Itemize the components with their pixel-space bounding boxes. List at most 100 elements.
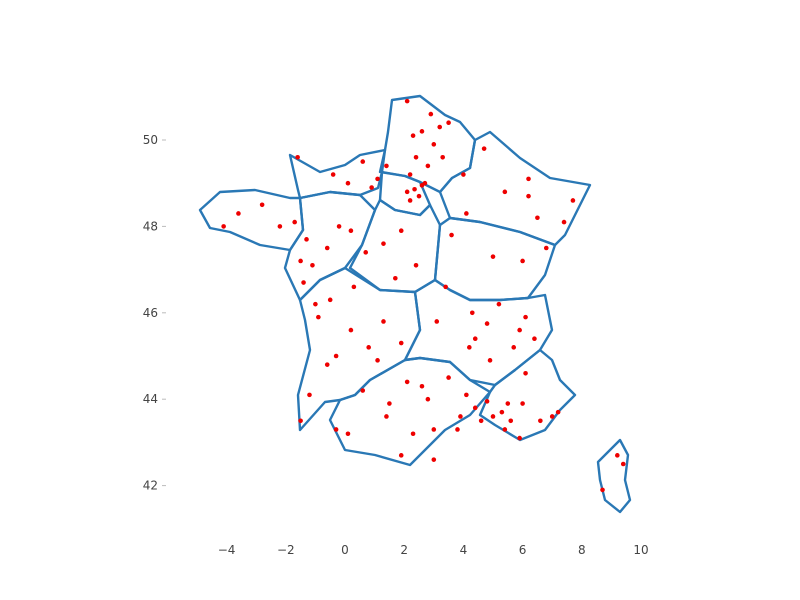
y-tick-label: 48 <box>143 219 158 233</box>
x-tick-label: 6 <box>519 543 527 557</box>
data-point <box>404 379 410 385</box>
data-point <box>620 461 626 467</box>
region-bretagne <box>198 188 305 252</box>
data-point <box>487 358 493 363</box>
data-point <box>259 202 265 208</box>
data-point <box>535 215 540 221</box>
data-point <box>520 401 525 406</box>
data-point <box>458 414 463 419</box>
data-point <box>431 427 437 432</box>
data-point <box>398 228 404 234</box>
data-point <box>345 180 351 186</box>
data-point <box>532 336 537 342</box>
data-point <box>304 237 309 242</box>
data-point <box>398 453 404 458</box>
x-tick-label: 8 <box>578 543 586 557</box>
data-point <box>484 399 490 404</box>
x-tick-label: −2 <box>277 543 295 557</box>
data-point <box>431 142 437 147</box>
data-points <box>221 98 626 493</box>
data-point <box>549 414 555 419</box>
data-point <box>413 262 419 268</box>
data-point <box>431 457 437 462</box>
data-point <box>369 185 374 190</box>
data-point <box>425 396 431 402</box>
data-point <box>570 198 576 203</box>
data-point <box>472 405 478 411</box>
data-point <box>467 345 472 350</box>
region-boundaries <box>198 94 632 514</box>
data-point <box>502 189 508 195</box>
data-point <box>469 310 475 316</box>
data-point <box>419 183 425 188</box>
region-occitanie <box>328 356 492 467</box>
region-normandie <box>288 148 387 200</box>
y-tick-label: 42 <box>143 479 158 493</box>
data-point <box>393 275 398 281</box>
data-point <box>508 418 514 424</box>
data-point <box>446 375 451 380</box>
region-bourgogne-franche-comte <box>433 216 557 302</box>
data-point <box>384 163 389 169</box>
data-point <box>366 345 371 350</box>
data-point <box>324 362 330 367</box>
data-point <box>398 340 404 346</box>
y-tick-label: 50 <box>143 133 158 147</box>
data-point <box>404 189 410 195</box>
data-point <box>295 154 300 160</box>
data-point <box>484 321 490 326</box>
data-point <box>499 409 505 415</box>
region-ile-de-france <box>378 170 432 217</box>
data-point <box>324 245 330 251</box>
data-point <box>375 358 380 363</box>
data-point <box>600 487 605 493</box>
data-point <box>490 254 496 259</box>
data-point <box>360 159 366 164</box>
data-point <box>505 401 511 406</box>
data-point <box>327 297 333 303</box>
x-tick-label: 0 <box>341 543 349 557</box>
data-point <box>407 198 413 203</box>
data-point <box>298 418 303 424</box>
data-point <box>301 280 306 285</box>
data-point <box>410 431 416 437</box>
data-point <box>425 163 431 169</box>
data-point <box>381 241 386 246</box>
data-point <box>345 431 351 437</box>
data-point <box>511 345 517 350</box>
data-point <box>443 284 448 290</box>
x-tick-label: 10 <box>633 543 648 557</box>
data-point <box>520 258 525 264</box>
data-point <box>526 176 531 182</box>
data-point <box>381 319 386 324</box>
data-point <box>449 232 454 238</box>
data-point <box>555 409 561 415</box>
data-point <box>333 427 339 432</box>
data-point <box>310 262 315 268</box>
data-point <box>384 414 389 419</box>
data-point <box>517 327 522 333</box>
x-tick-label: −4 <box>218 543 236 557</box>
data-point <box>523 314 528 320</box>
data-point <box>526 193 531 199</box>
data-point <box>292 219 297 225</box>
data-point <box>360 388 366 393</box>
data-point <box>412 186 417 192</box>
data-point <box>387 401 392 406</box>
region-nouvelle-aquitaine <box>296 266 422 432</box>
data-point <box>461 172 466 177</box>
data-point <box>330 172 336 177</box>
data-point <box>561 219 567 225</box>
data-point <box>434 319 440 324</box>
data-point <box>277 224 283 229</box>
data-point <box>455 427 460 432</box>
data-point <box>348 327 354 333</box>
data-point <box>496 301 502 307</box>
data-point <box>419 383 425 389</box>
data-point <box>472 336 478 342</box>
data-point <box>523 370 528 376</box>
data-point <box>348 228 354 234</box>
data-point <box>517 435 522 441</box>
data-point <box>413 154 419 160</box>
